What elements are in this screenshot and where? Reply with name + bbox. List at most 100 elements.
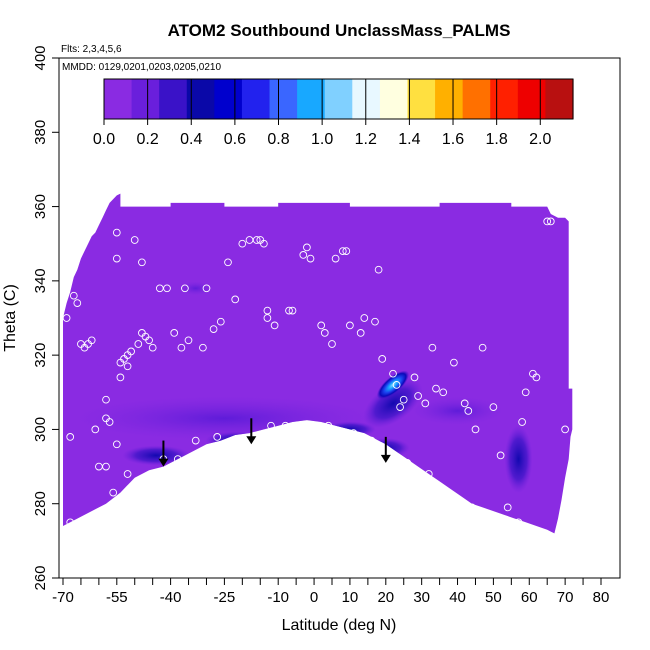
x-tick-label: -40 [160, 589, 182, 606]
enhanced-band-north [412, 396, 503, 425]
sample-point [331, 254, 340, 263]
sample-point [396, 403, 404, 411]
sample-point [378, 355, 387, 363]
sample-point [446, 496, 455, 504]
sample-point [424, 470, 433, 478]
x-axis: -70 -55 -40 -25 -10 0 10 20 30 40 50 60 70 80 [52, 577, 620, 606]
sample-point [496, 451, 505, 460]
sample-point [238, 239, 247, 248]
sample-point [224, 258, 232, 267]
sample-point [285, 306, 293, 315]
x-tick-label: -70 [52, 589, 74, 606]
sample-point [134, 340, 143, 348]
sample-point [392, 381, 401, 389]
sample-point [270, 321, 279, 330]
colorbar-swatch [435, 79, 464, 119]
sample-point [367, 436, 376, 445]
sample-point [342, 247, 351, 255]
colorbar-swatch [517, 79, 547, 119]
sample-point [112, 228, 121, 237]
sample-point [432, 384, 440, 393]
sample-point [91, 425, 100, 434]
sample-point [428, 343, 437, 352]
sample-point [102, 462, 110, 471]
y-axis: 260 280 300 320 340 360 380 400 [32, 45, 59, 591]
sample-point [468, 503, 476, 512]
sample-point [421, 399, 430, 408]
sample-point [123, 470, 132, 478]
dates-label: MMDD: 0129,0201,0203,0205,0210 [62, 62, 221, 73]
sample-point [181, 284, 189, 293]
y-tick-label: 260 [32, 565, 49, 590]
sample-point [399, 395, 408, 404]
sample-point [263, 314, 272, 322]
x-tick-label: 60 [521, 589, 538, 606]
x-tick-label: -55 [106, 589, 128, 606]
sample-point [317, 321, 326, 330]
sample-point [145, 336, 153, 345]
sample-point [163, 284, 171, 293]
sample-point [371, 317, 379, 326]
data-field [63, 193, 573, 534]
y-tick-label: 300 [32, 417, 49, 442]
sample-point [518, 418, 526, 426]
sample-point [356, 329, 365, 337]
sample-point [328, 340, 336, 348]
sample-point [489, 403, 498, 411]
colorbar-swatch [352, 79, 381, 119]
sample-point [69, 291, 78, 300]
sample-point [231, 295, 240, 304]
sample-point [105, 418, 114, 426]
y-tick-label: 340 [32, 268, 49, 293]
sample-point [346, 321, 354, 330]
sample-point [173, 455, 182, 463]
sample-point [123, 362, 132, 371]
colorbar-tick-label: 1.8 [486, 131, 508, 148]
sample-point [87, 336, 96, 345]
sample-point [460, 399, 469, 408]
sample-point [414, 392, 422, 400]
sample-points [62, 217, 569, 527]
y-tick-label: 360 [32, 194, 49, 219]
colorbar-swatch [131, 79, 160, 119]
x-tick-label: 0 [310, 589, 318, 606]
arrow-head [246, 436, 257, 445]
colorbar: 0.0 0.2 0.4 0.6 0.8 1.0 1.2 1.4 1.6 1.8 2.0 [93, 78, 574, 148]
sample-point [267, 421, 275, 430]
colorbar-tick-label: 0.0 [93, 131, 115, 148]
arrows [158, 418, 391, 467]
colorbar-swatch [241, 79, 271, 119]
sample-point [349, 429, 358, 437]
sample-point [281, 421, 290, 430]
x-tick-label: 20 [377, 589, 394, 606]
x-tick-label: -25 [214, 589, 236, 606]
sample-point [138, 258, 146, 267]
sample-point [403, 459, 412, 467]
sample-point [374, 265, 383, 274]
sample-point [471, 425, 480, 434]
sample-point [464, 407, 473, 415]
sample-point [170, 329, 179, 337]
colorbar-swatch [324, 79, 353, 119]
sample-point [303, 243, 311, 252]
colorbar-tick-label: 0.4 [180, 131, 202, 148]
colorbar-swatch [545, 79, 574, 119]
sample-point [130, 236, 139, 244]
colorbar-swatch [104, 79, 133, 119]
sample-point [360, 314, 369, 322]
sample-point [62, 314, 71, 322]
sample-point [288, 306, 297, 315]
arrow-head [158, 458, 169, 467]
colorbar-tick-label: 1.4 [398, 131, 420, 148]
arrow-head [380, 454, 391, 463]
upper-patch [179, 281, 212, 296]
flights-label: Flts: 2,3,4,5,6 [61, 44, 122, 55]
colorbar-swatch [407, 79, 436, 119]
sample-point [252, 236, 261, 244]
sample-point [543, 217, 552, 226]
sample-point [478, 343, 487, 352]
sample-point [410, 373, 419, 382]
colorbar-swatch [214, 79, 243, 119]
sample-point [199, 343, 207, 352]
